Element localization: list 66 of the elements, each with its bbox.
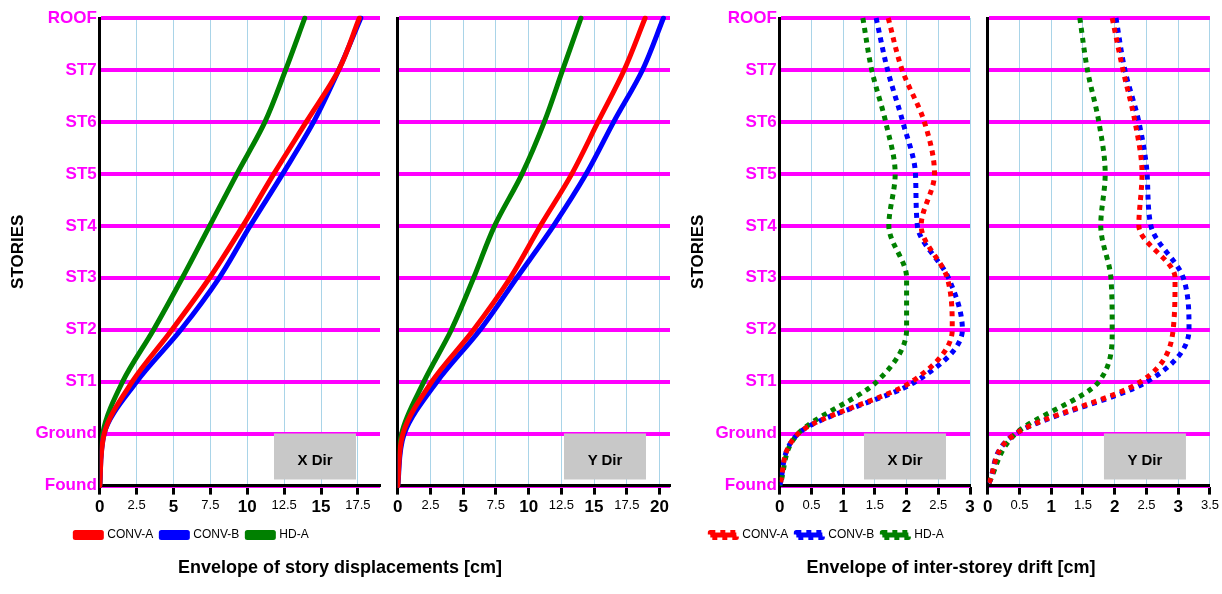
x-tick-label: 15 <box>311 497 331 517</box>
x-tick-label: 17.5 <box>614 496 640 512</box>
x-tick-label: 7.5 <box>201 496 220 512</box>
x-tick-label: 0 <box>392 497 403 517</box>
x-tick-label: 2.5 <box>127 496 146 512</box>
x-tick-label: 1 <box>838 497 848 517</box>
x-tick-label: 2.5 <box>421 496 440 512</box>
x-tick-label: 10 <box>519 497 539 517</box>
legend-label: CONV-B <box>193 527 240 542</box>
x-tick-label: 3 <box>965 497 975 517</box>
x-tick-label: 1.5 <box>1073 496 1093 512</box>
y-tick-label: Ground <box>35 423 97 443</box>
x-tick-label: 10 <box>237 497 257 517</box>
x-tick-label: 3 <box>1173 497 1183 517</box>
text: Envelope of story displacements [cm] <box>177 557 503 578</box>
annotation: X Dir <box>887 450 923 468</box>
y-tick-label: ST1 <box>745 371 777 391</box>
x-tick-label: 0 <box>775 497 785 517</box>
x-tick-label: 7.5 <box>486 496 505 512</box>
x-tick-label: 2.5 <box>929 496 948 512</box>
x-tick-label: 5 <box>168 497 179 517</box>
annotation: Y Dir <box>1127 450 1163 468</box>
x-tick-label: 1.5 <box>865 496 884 512</box>
x-tick-label: 0 <box>95 497 105 517</box>
x-tick-label: 17.5 <box>345 496 371 512</box>
y-tick-label: ST3 <box>745 267 777 287</box>
y-tick-label: ST1 <box>65 371 97 391</box>
y-tick-label: ST5 <box>745 163 777 183</box>
y-tick-label: ST7 <box>65 59 97 79</box>
y-tick-label: ST6 <box>745 111 777 131</box>
y-tick-label: ST2 <box>745 319 777 339</box>
y-tick-label: Found <box>724 475 777 495</box>
x-tick-label: 2 <box>901 497 912 517</box>
y-tick-label: ST2 <box>65 319 97 339</box>
legend-label: CONV-A <box>107 527 154 542</box>
x-tick-label: 12.5 <box>271 496 297 512</box>
x-tick-label: 5 <box>458 497 468 517</box>
text: Envelope of inter-storey drift [cm] <box>806 557 1096 578</box>
x-tick-label: 2 <box>1109 497 1120 517</box>
x-tick-label: 0.5 <box>802 496 821 512</box>
legend-label: HD-A <box>914 527 944 542</box>
x-tick-label: 3.5 <box>1200 496 1219 512</box>
legend-label: HD-A <box>279 527 309 542</box>
y-tick-label: ST4 <box>745 215 778 235</box>
y-tick-label: ST7 <box>745 59 777 79</box>
x-tick-label: 12.5 <box>548 496 575 512</box>
y-tick-label: ST3 <box>65 267 97 287</box>
x-tick-label: 2.5 <box>1137 496 1156 512</box>
y-tick-label: ROOF <box>47 7 97 27</box>
y-tick-label: Found <box>44 475 97 495</box>
y-tick-label: Ground <box>715 423 777 443</box>
annotation: X Dir <box>297 450 333 468</box>
x-tick-label: 15 <box>584 497 604 517</box>
x-tick-label: 0.5 <box>1010 496 1029 512</box>
y-axis-title: STORIES <box>7 214 27 289</box>
y-tick-label: ROOF <box>727 7 777 27</box>
annotation: Y Dir <box>587 450 623 468</box>
legend-label: CONV-A <box>742 527 789 542</box>
x-tick-label: 1 <box>1046 497 1056 517</box>
legend-label: CONV-B <box>828 527 875 542</box>
x-tick-label: 20 <box>650 497 669 517</box>
x-tick-label: 0 <box>982 497 993 517</box>
y-axis-title: STORIES <box>687 214 707 289</box>
y-tick-label: ST5 <box>65 163 97 183</box>
y-tick-label: ST4 <box>65 215 98 235</box>
y-tick-label: ST6 <box>65 111 97 131</box>
